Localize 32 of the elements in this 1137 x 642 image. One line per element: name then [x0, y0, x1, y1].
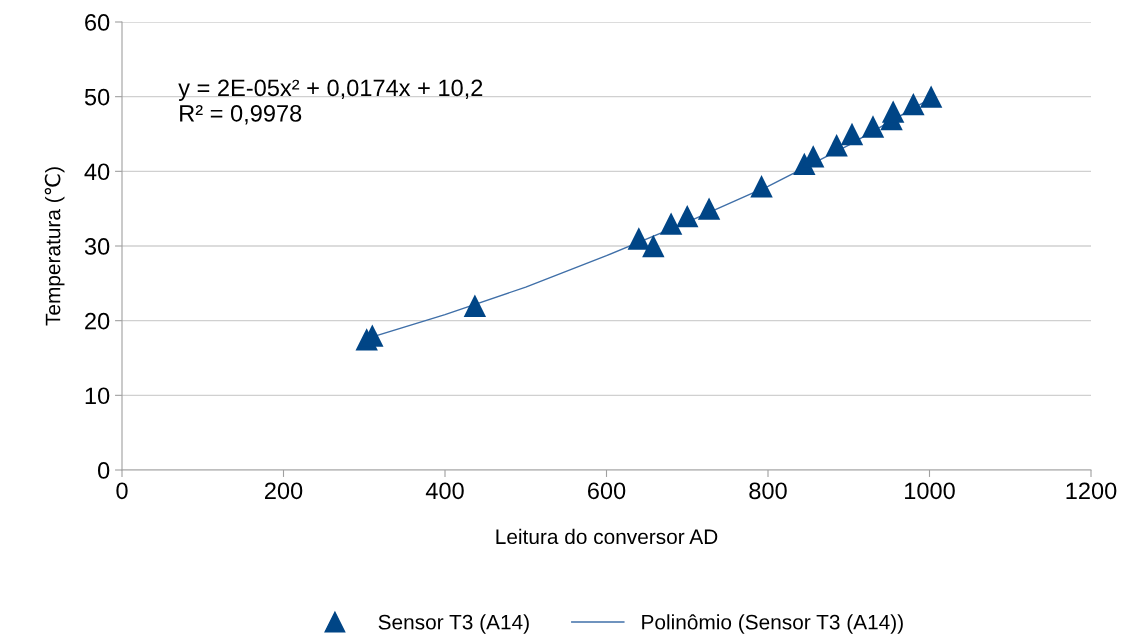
y-tick-label: 50	[84, 88, 110, 106]
x-tick-label: 0	[116, 482, 128, 500]
annotation: y = 2E-05x² + 0,0174x + 10,2 R² = 0,9978	[178, 79, 483, 125]
x-axis-title: Leitura do conversor AD	[496, 528, 718, 545]
y-tick-label: 30	[84, 238, 110, 255]
point	[676, 204, 699, 228]
y-axis-title: Temperatura (℃)	[44, 167, 65, 326]
point	[902, 92, 925, 116]
point	[750, 175, 773, 198]
point	[697, 197, 721, 220]
y-tick-label: 40	[84, 163, 110, 181]
y-tick-label: 0	[97, 462, 110, 479]
point	[463, 294, 487, 317]
y-tick-label: 20	[85, 312, 110, 330]
legend-label: Sensor T3 (A14)	[378, 614, 529, 634]
point	[825, 134, 848, 157]
point	[627, 227, 650, 250]
legend-label: Polinômio (Sensor T3 (A14))	[642, 614, 903, 634]
x-tick-label: 200	[264, 482, 303, 500]
x-tick-label: 600	[588, 482, 626, 500]
y-tick-label: 10	[85, 387, 110, 405]
point	[642, 234, 665, 258]
point	[881, 100, 905, 123]
y-tick-label: 60	[85, 14, 110, 31]
x-tick-label: 1200	[1066, 482, 1117, 500]
point	[659, 212, 683, 235]
point	[919, 85, 943, 108]
point	[861, 115, 885, 138]
x-tick-label: 400	[425, 482, 464, 500]
point	[840, 122, 864, 146]
x-tick-label: 1000	[905, 482, 955, 500]
x-tick-label: 800	[749, 482, 787, 500]
